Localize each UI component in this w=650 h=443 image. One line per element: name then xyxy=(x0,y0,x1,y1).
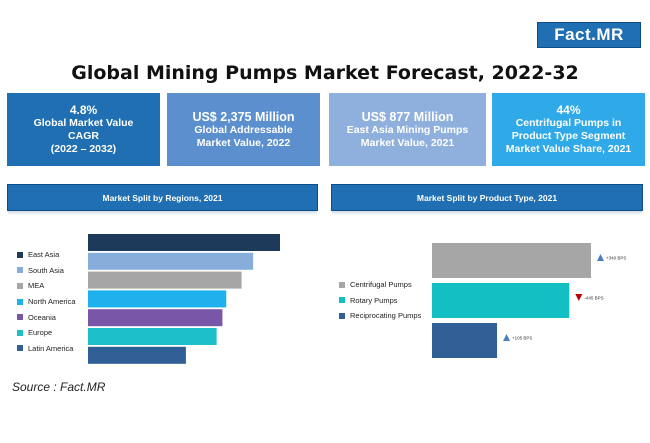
legend-label: Rotary Pumps xyxy=(350,295,398,305)
legend-label: North America xyxy=(28,297,76,307)
legend-item: North America xyxy=(17,294,76,310)
legend-swatch xyxy=(17,345,23,352)
kpi-label-2: Market Value Share, 2021 xyxy=(505,143,632,155)
kpi-value: US$ 2,375 Million xyxy=(192,109,295,124)
page-title: Global Mining Pumps Market Forecast, 202… xyxy=(71,62,579,84)
bps-label: +105 BPS xyxy=(512,336,532,341)
bps-label: +340 BPS xyxy=(606,256,626,261)
bps-down-arrow-icon xyxy=(575,294,583,301)
kpi-value: 44% xyxy=(556,103,581,117)
legend-swatch xyxy=(17,329,23,336)
legend-label: Oceania xyxy=(28,312,56,322)
region-bar xyxy=(88,328,217,345)
kpi-label: Global Addressable xyxy=(194,123,293,136)
legend-label: South Asia xyxy=(28,265,64,275)
kpi-card-east-asia: US$ 877 Million East Asia Mining Pumps M… xyxy=(329,93,486,166)
product-bar xyxy=(432,283,570,318)
legend-item: Centrifugal Pumps xyxy=(339,277,421,293)
kpi-label-2: (2022 – 2032) xyxy=(50,143,117,155)
legend-item: Europe xyxy=(17,325,76,341)
legend-swatch xyxy=(17,251,23,258)
legend-item: East Asia xyxy=(17,247,76,263)
legend-label: MEA xyxy=(28,281,45,291)
legend-swatch xyxy=(17,314,23,321)
bps-up-arrow-icon xyxy=(503,334,511,341)
legend-label: East Asia xyxy=(28,250,60,260)
legend-item: Rotary Pumps xyxy=(339,293,421,309)
region-bar xyxy=(88,252,254,270)
source-note: Source : Fact.MR xyxy=(12,380,106,394)
region-bar xyxy=(88,290,227,308)
kpi-value: US$ 877 Million xyxy=(361,109,454,124)
kpi-label: Global Market Value CAGR xyxy=(33,117,134,142)
kpi-label-2: Market Value, 2021 xyxy=(360,136,455,149)
product-bar xyxy=(432,243,591,278)
region-bar xyxy=(88,346,186,364)
legend-item: Reciprocating Pumps xyxy=(339,308,421,324)
regions-chart-title: Market Split by Regions, 2021 xyxy=(7,184,318,215)
legend-label: Centrifugal Pumps xyxy=(350,280,412,290)
regions-legend: East Asia South Asia MEA North America Ocean… xyxy=(17,247,76,356)
kpi-label-2: Market Value, 2022 xyxy=(196,136,291,149)
legend-swatch xyxy=(17,298,23,305)
legend-swatch xyxy=(339,281,345,288)
legend-item: Latin America xyxy=(17,341,76,357)
region-bar xyxy=(88,309,223,327)
bps-label: -445 BPS xyxy=(584,296,603,301)
kpi-label: East Asia Mining Pumps xyxy=(346,123,469,136)
product-legend: Centrifugal Pumps Rotary Pumps Reciprocati… xyxy=(339,277,421,324)
bps-up-arrow-icon xyxy=(597,254,604,261)
region-bar xyxy=(88,271,242,289)
product-bar xyxy=(432,323,498,358)
kpi-value: 4.8% xyxy=(69,103,98,117)
kpi-card-centrifugal-share: 44% Centrifugal Pumps in Product Type Se… xyxy=(492,93,645,166)
region-bar xyxy=(88,234,280,251)
legend-swatch xyxy=(17,282,23,289)
legend-swatch xyxy=(17,267,23,274)
legend-item: Oceania xyxy=(17,309,76,325)
legend-swatch xyxy=(339,297,345,304)
kpi-card-cagr: 4.8% Global Market Value CAGR (2022 – 20… xyxy=(7,93,160,166)
legend-item: MEA xyxy=(17,278,76,294)
legend-label: Latin America xyxy=(28,343,74,353)
legend-item: South Asia xyxy=(17,263,76,279)
kpi-label: Centrifugal Pumps in Product Type Segmen… xyxy=(511,117,626,142)
brand-logo: Fact.MR xyxy=(537,22,641,48)
legend-label: Reciprocating Pumps xyxy=(350,311,422,321)
kpi-card-addressable: US$ 2,375 Million Global Addressable Mar… xyxy=(167,93,320,166)
legend-label: Europe xyxy=(28,328,53,338)
legend-swatch xyxy=(339,312,345,319)
product-chart-title: Market Split by Product Type, 2021 xyxy=(331,184,643,215)
